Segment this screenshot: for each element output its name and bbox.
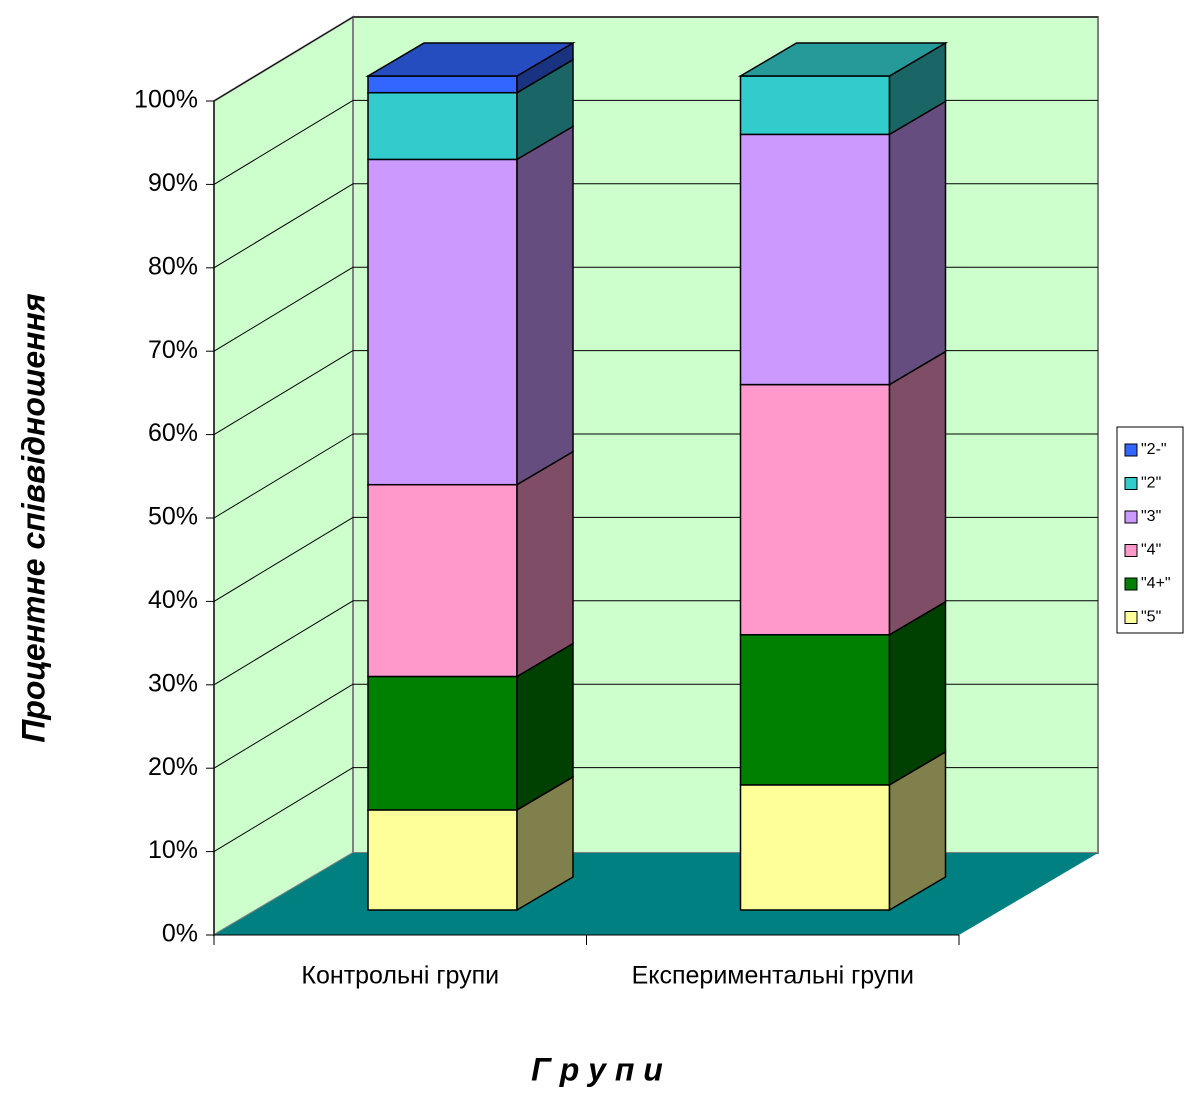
bar-segment <box>739 133 891 386</box>
y-tick-label: 60% <box>148 419 198 447</box>
legend: "5" "4+" "4" "3" "2" "2-" <box>1124 441 1171 626</box>
y-tick-label: 80% <box>148 252 198 280</box>
legend-swatch <box>1124 510 1138 524</box>
y-axis-title: Процентне співвідношення <box>15 293 51 743</box>
legend-label: "2" <box>1141 475 1161 492</box>
y-tick-label: 20% <box>148 753 198 781</box>
legend-box <box>1116 426 1184 634</box>
legend-swatch <box>1124 577 1138 591</box>
bar-segment <box>367 91 518 161</box>
y-tick-label: 100% <box>134 86 198 114</box>
bar-segment <box>367 158 518 486</box>
floor <box>214 853 1098 935</box>
bar-segment <box>739 634 891 786</box>
y-tick-label: 70% <box>148 336 198 364</box>
x-tick-label: Експериментальні групи <box>632 962 914 990</box>
grid-line <box>213 183 354 269</box>
x-tick-label: Контрольні групи <box>301 962 499 990</box>
grid-line <box>213 683 354 769</box>
legend-label: "3" <box>1141 508 1161 525</box>
grid-line <box>213 350 354 436</box>
legend-swatch <box>1124 477 1138 490</box>
bar-segment <box>367 809 518 911</box>
grid-line <box>213 600 354 686</box>
bar-segment <box>367 675 518 811</box>
legend-label: "5" <box>1141 609 1161 626</box>
y-tick-label: 10% <box>148 836 198 864</box>
legend-swatch <box>1124 544 1138 557</box>
grid-line <box>213 266 354 352</box>
bar-top <box>365 42 576 77</box>
bar-top <box>737 42 949 77</box>
bar-side <box>516 125 574 486</box>
bar-segment <box>367 483 518 678</box>
y-tick-label: 90% <box>148 169 198 197</box>
bar-side <box>516 450 574 678</box>
y-tick-label: 40% <box>148 586 198 614</box>
x-axis-title: Г р у п и <box>531 1051 663 1087</box>
y-tick-label: 50% <box>148 503 198 531</box>
bar-segment <box>739 784 891 911</box>
legend-swatch <box>1124 443 1138 457</box>
bar-segment <box>367 75 518 94</box>
grid-line <box>213 99 354 185</box>
legend-label: "4+" <box>1141 575 1171 592</box>
grid-line <box>213 767 354 853</box>
grid-line <box>213 16 354 102</box>
bar-side <box>888 100 947 386</box>
bars <box>365 41 949 912</box>
bar-segment <box>739 383 891 636</box>
y-tick-label: 30% <box>148 669 198 697</box>
legend-swatch <box>1124 611 1138 624</box>
legend-label: "2-" <box>1141 441 1167 458</box>
legend-label: "4" <box>1141 542 1161 559</box>
y-tick-label: 0% <box>162 920 198 948</box>
grid-line <box>213 433 354 519</box>
bar-side <box>888 350 947 637</box>
grid-line <box>213 516 354 602</box>
bar-segment <box>739 75 891 136</box>
